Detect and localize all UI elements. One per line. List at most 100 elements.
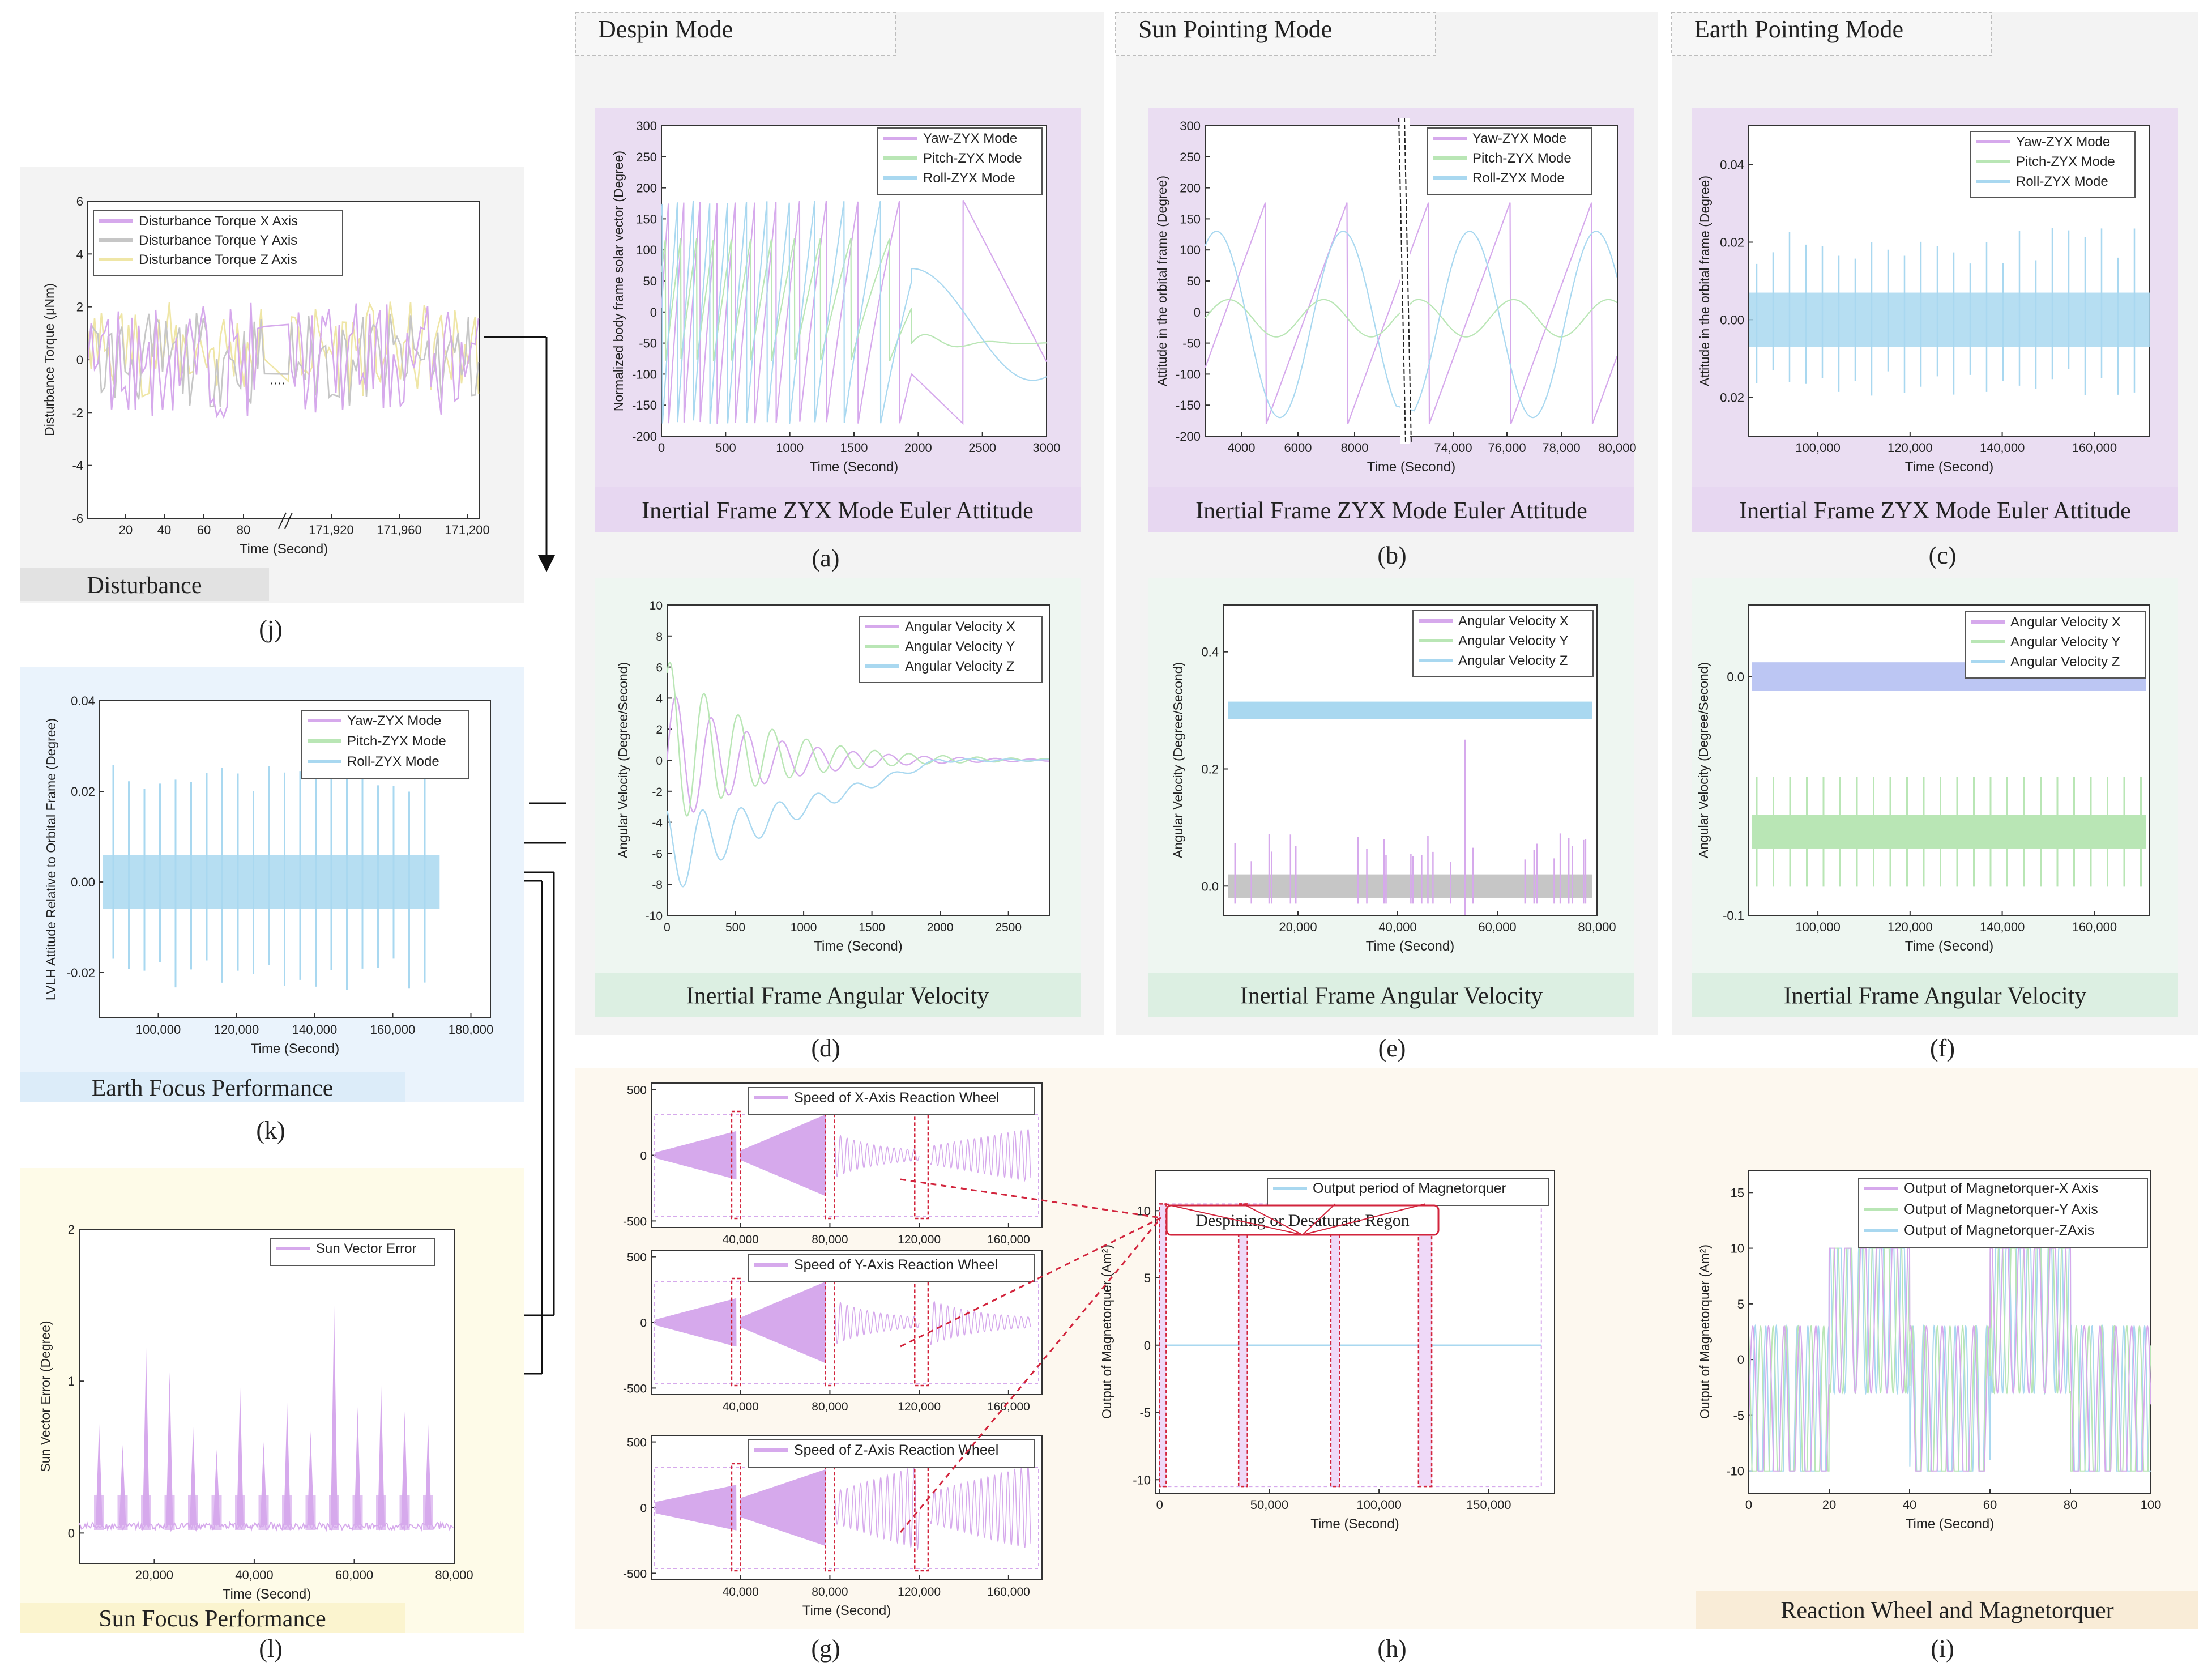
legend-entry: Angular Velocity Y	[2010, 634, 2120, 650]
banner-bg	[1696, 1591, 2198, 1629]
error-burst	[141, 1495, 151, 1530]
axis-break-line	[1398, 117, 1406, 445]
series-line	[1749, 1247, 2151, 1472]
y-tick-label: 0	[640, 1317, 647, 1330]
series-z-band	[1228, 701, 1592, 719]
error-burst	[329, 1495, 339, 1530]
legend-box	[748, 1439, 1035, 1468]
x-tick-label: 0	[1156, 1498, 1163, 1512]
error-burst	[211, 1495, 222, 1530]
series-line	[740, 1114, 826, 1196]
annotation-pointer	[1242, 1203, 1303, 1235]
legend-entry: Speed of Z-Axis Reaction Wheel	[794, 1442, 998, 1458]
y-tick-label: 0.00	[1720, 313, 1744, 327]
y-tick-label: 300	[1180, 119, 1201, 133]
banner-bg	[20, 1603, 405, 1633]
axis-break-line	[278, 512, 287, 529]
y-tick-label: 8	[656, 630, 663, 643]
x-tick-label: 80,000	[1578, 920, 1616, 934]
legend-h: Output period of Magnetorquer	[1267, 1178, 1549, 1206]
noise-band	[103, 855, 440, 909]
series-line	[930, 1300, 1031, 1346]
banner-sun_focus: Sun Focus Performance	[99, 1606, 326, 1632]
x-axis-label: Time (Second)	[1366, 939, 1455, 954]
error-burst	[376, 1495, 386, 1530]
y-tick-label: 0	[650, 305, 657, 319]
y-tick-label: 50	[643, 274, 657, 288]
x-tick-label: 20,000	[1279, 920, 1317, 934]
y-tick-label: 0	[640, 1150, 647, 1163]
y-tick-label: -0.1	[1723, 909, 1744, 923]
y-tick-label: 150	[1180, 212, 1201, 226]
y-tick-label: 0.02	[1720, 391, 1744, 405]
x-tick-label: 0	[1745, 1498, 1752, 1512]
y-tick-label: 10	[1731, 1242, 1744, 1256]
x-tick-label: 140,000	[292, 1022, 338, 1037]
x-tick-label: 60	[197, 523, 211, 537]
legend-i: Output of Magnetorquer-X Axis Output of M…	[1858, 1178, 2148, 1248]
y-axis-label: Attitude in the orbital frame (Degree)	[1155, 176, 1169, 386]
y-tick-label: 300	[636, 119, 657, 133]
legend-entry: Sun Vector Error	[316, 1241, 416, 1256]
series-group	[1749, 228, 2150, 396]
banner-bg	[595, 487, 1081, 532]
series-group	[1749, 1247, 2151, 1472]
y-axis-label: Attitude in the orbital frame (Degree)	[1697, 176, 1712, 386]
legend-entry: Yaw-ZYX Mode	[2016, 134, 2110, 150]
legend-e: Angular Velocity X Angular Velocity Y Angu…	[1412, 610, 1594, 677]
x-axis-label: Time (Second)	[802, 1603, 891, 1618]
y-tick-label: -200	[1176, 429, 1201, 444]
y-tick-label: -8	[652, 879, 663, 892]
x-tick-label: 40,000	[1378, 920, 1416, 934]
legend-entry: Yaw-ZYX Mode	[347, 713, 441, 728]
caption-a: (a)	[812, 544, 840, 572]
legend-j: Disturbance Torque X Axis Disturbance Tor…	[93, 210, 343, 276]
x-tick-label: 500	[715, 441, 736, 455]
x-axis-label: Time (Second)	[814, 939, 903, 954]
y-tick-label: 250	[1180, 150, 1201, 164]
y-tick-label: 0.0	[1201, 879, 1219, 893]
error-peak	[237, 1387, 244, 1525]
x-tick-label: 80,000	[812, 1586, 848, 1599]
y-tick-label: -4	[72, 459, 83, 473]
banner-euler_b: Inertial Frame ZYX Mode Euler Attitude	[1195, 498, 1587, 524]
error-burst	[164, 1495, 175, 1530]
x-tick-label: 171,200	[445, 523, 490, 537]
x-tick-label: 160,000	[2072, 441, 2117, 455]
x-tick-label: 100,000	[1795, 441, 1841, 455]
section-tab	[1115, 12, 1436, 56]
y-axis-label: Angular Velocity (Degree/Second)	[616, 662, 630, 858]
section-title: Despin Mode	[598, 15, 733, 43]
legend-entry: Angular Velocity Z	[2010, 654, 2120, 670]
x-tick-label: 74,000	[1434, 441, 1472, 455]
x-axis-label: Time (Second)	[251, 1041, 340, 1056]
chart-l: 0 1 2 20,000 40,000 60,000 80,000 Time (Second)…	[38, 1222, 473, 1602]
x-tick-label: 2000	[927, 921, 954, 934]
x-tick-label: 80	[237, 523, 250, 537]
x-tick-label: 1000	[791, 921, 817, 934]
series-group	[88, 301, 480, 419]
y-tick-label: 0	[640, 1502, 647, 1515]
legend-entry: Angular Velocity Z	[1458, 653, 1568, 668]
x-tick-label: 40,000	[723, 1586, 759, 1599]
axis-break-line	[284, 512, 293, 529]
series-group	[661, 200, 1047, 425]
banner-earth_focus: Earth Focus Performance	[92, 1076, 334, 1102]
axis-break-line	[1404, 117, 1412, 445]
x-tick-label: 160,000	[987, 1400, 1030, 1413]
banner-angvel_f: Inertial Frame Angular Velocity	[1784, 983, 2087, 1009]
legend-entry: Pitch-ZYX Mode	[347, 734, 446, 749]
caption-i: (i)	[1931, 1635, 1954, 1663]
x-tick-label: 1500	[840, 441, 868, 455]
y-tick-label: 4	[76, 247, 83, 261]
x-tick-label: 1500	[859, 921, 885, 934]
y-tick-label: 250	[636, 150, 657, 164]
legend-entry: Roll-ZYX Mode	[1472, 171, 1565, 186]
x-tick-label: 1000	[776, 441, 804, 455]
x-tick-label: 76,000	[1488, 441, 1526, 455]
legend-box	[1858, 1178, 2148, 1248]
x-tick-label: 2500	[995, 921, 1022, 934]
legend-entry: Roll-ZYX Mode	[923, 171, 1015, 186]
x-tick-label: 60	[1983, 1498, 1997, 1512]
